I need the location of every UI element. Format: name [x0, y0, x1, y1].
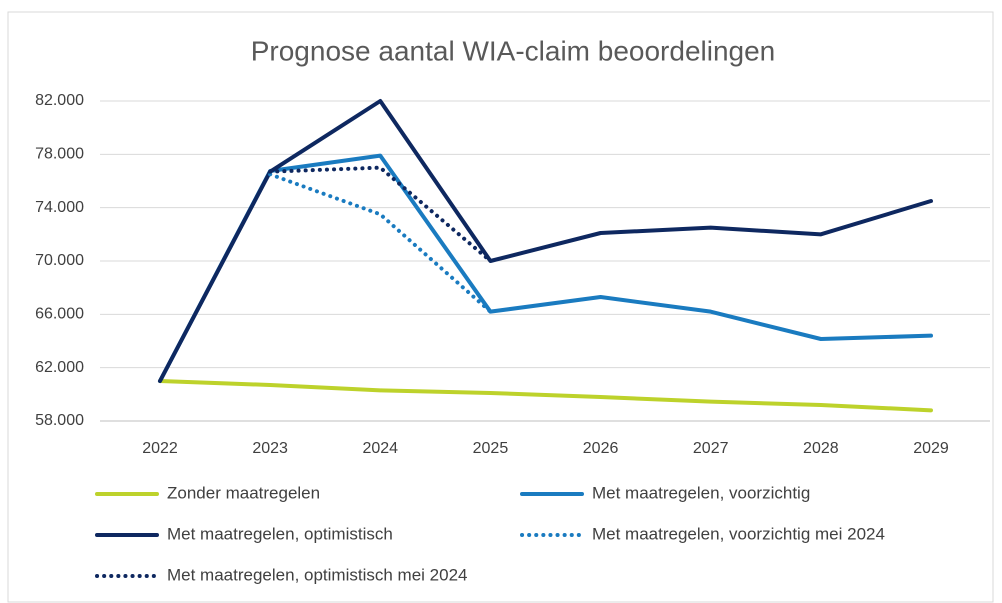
x-tick-label: 2028	[803, 440, 839, 457]
x-tick-label: 2022	[142, 440, 178, 457]
x-tick-label: 2029	[913, 440, 949, 457]
y-tick-label: 58.000	[35, 412, 84, 429]
series-line	[158, 153, 933, 383]
x-tick-label: 2027	[693, 440, 729, 457]
legend-label: Met maatregelen, voorzichtig mei 2024	[592, 524, 885, 543]
legend-label: Met maatregelen, optimistisch	[167, 524, 393, 543]
y-tick-label: 78.000	[35, 146, 84, 163]
y-tick-label: 62.000	[35, 359, 84, 376]
x-tick-label: 2023	[252, 440, 288, 457]
legend-label: Met maatregelen, voorzichtig	[592, 483, 810, 502]
y-tick-label: 82.000	[35, 92, 84, 109]
series-line	[158, 99, 933, 383]
chart-border	[7, 11, 994, 603]
y-tick-label: 66.000	[35, 306, 84, 323]
legend-label: Zonder maatregelen	[167, 483, 320, 502]
y-tick-label: 70.000	[35, 252, 84, 269]
chart-title: Prognose aantal WIA-claim beoordelingen	[251, 35, 776, 66]
series-line	[268, 165, 493, 263]
y-tick-label: 74.000	[35, 199, 84, 216]
x-tick-label: 2025	[473, 440, 509, 457]
series-line	[158, 379, 933, 413]
x-tick-label: 2026	[583, 440, 619, 457]
legend-label: Met maatregelen, optimistisch mei 2024	[167, 565, 467, 584]
x-tick-label: 2024	[362, 440, 398, 457]
